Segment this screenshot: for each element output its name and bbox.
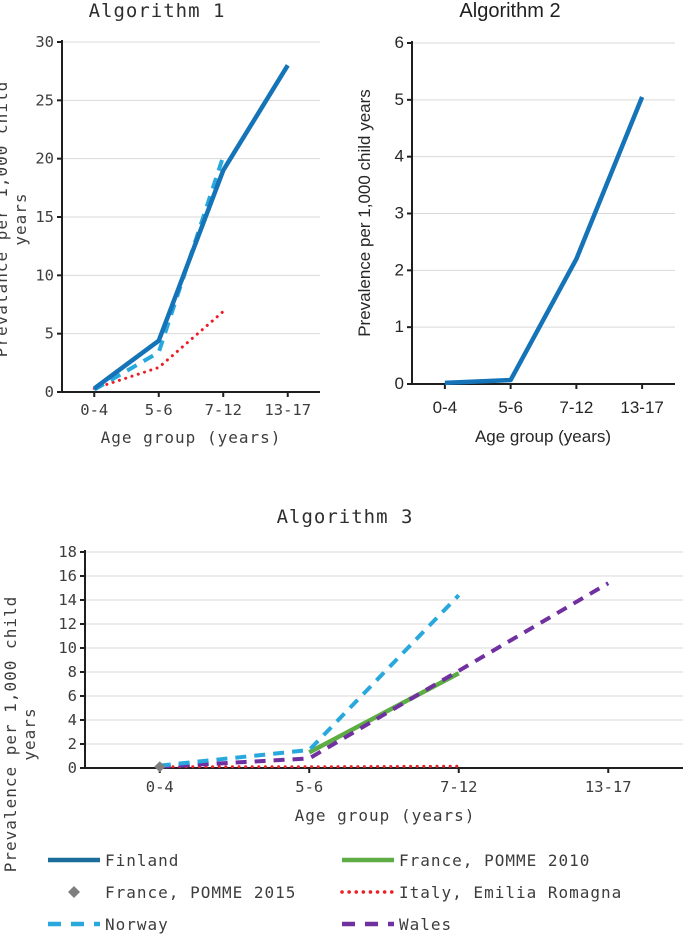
y-axis-label-algorithm-1: Prevalance per 1,000 child years — [0, 80, 30, 358]
legend-item-wales: Wales — [340, 915, 656, 934]
y-axis-label-algorithm-2: Prevalence per 1,000 child years — [354, 89, 374, 337]
chart-algorithm-1: Algorithm 1 0 5 10 15 20 25 30 0-4 5-6 7-12 13-17 … — [0, 0, 342, 460]
legend-label-finland: Finland — [105, 850, 180, 870]
svg-text:0-4: 0-4 — [80, 401, 108, 419]
svg-text:13-17: 13-17 — [585, 778, 632, 796]
svg-text:7-12: 7-12 — [559, 398, 593, 417]
y-axis-label-algorithm-3: Prevalence per 1,000 child years — [0, 595, 39, 873]
legend-key-solid-icon — [48, 857, 100, 863]
legend-item-france-pomme-2015: France, POMME 2015 — [46, 883, 340, 902]
legend-key-dotted-icon — [340, 890, 396, 894]
svg-text:4: 4 — [395, 147, 404, 166]
svg-text:30: 30 — [35, 33, 54, 51]
svg-text:1: 1 — [395, 317, 404, 336]
svg-text:14: 14 — [58, 591, 77, 609]
chart-algorithm-2: Algorithm 2 0 1 2 3 4 5 6 0-4 5-6 7-12 13-17 Preva… — [342, 0, 685, 460]
tick-marks — [80, 551, 610, 773]
series-france-pomme-2015-diamond — [154, 761, 166, 773]
legend-label-italy-emilia-romagna: Italy, Emilia Romagna — [399, 882, 623, 902]
svg-text:2: 2 — [68, 735, 77, 753]
gridlines — [62, 41, 320, 335]
svg-text:10: 10 — [58, 639, 77, 657]
tick-labels: 0 2 4 6 8 10 12 14 16 18 0-4 5-6 7-12 13-17 — [58, 543, 631, 796]
gridlines — [412, 42, 675, 328]
tick-labels: 0 5 10 15 20 25 30 0-4 5-6 7-12 13-17 — [35, 33, 311, 419]
svg-text:18: 18 — [58, 543, 77, 561]
svg-text:5-6: 5-6 — [145, 401, 173, 419]
chart-algorithm-3: Algorithm 3 0 2 4 6 8 10 12 14 16 18 0-4 5-6 7-12 13-… — [0, 500, 685, 872]
svg-text:8: 8 — [68, 663, 77, 681]
svg-text:2: 2 — [395, 260, 404, 279]
x-axis-label-algorithm-3: Age group (years) — [294, 806, 476, 825]
svg-text:0-4: 0-4 — [433, 398, 458, 417]
legend-label-france-pomme-2010: France, POMME 2010 — [399, 850, 591, 870]
svg-text:0-4: 0-4 — [146, 778, 174, 796]
svg-text:15: 15 — [35, 208, 54, 226]
legend-item-france-pomme-2010: France, POMME 2010 — [340, 851, 656, 870]
svg-text:5: 5 — [45, 325, 54, 343]
svg-text:16: 16 — [58, 567, 77, 585]
x-axis-label-algorithm-2: Age group (years) — [474, 427, 612, 446]
svg-text:5-6: 5-6 — [295, 778, 323, 796]
svg-text:12: 12 — [58, 615, 77, 633]
tick-marks — [57, 41, 289, 397]
gridlines — [85, 551, 683, 745]
series-lines — [444, 96, 645, 386]
svg-text:25: 25 — [35, 91, 54, 109]
series-lines — [154, 581, 610, 773]
svg-text:6: 6 — [395, 33, 404, 52]
series-finland-solid — [92, 64, 290, 391]
svg-text:7-12: 7-12 — [440, 778, 477, 796]
legend-key-diamond-icon — [68, 886, 80, 898]
legend-label-norway: Norway — [105, 914, 169, 934]
legend-key-dashed-icon — [342, 921, 394, 927]
svg-text:13-17: 13-17 — [264, 401, 311, 419]
series-lines — [92, 64, 290, 392]
chart-title-algorithm-1: Algorithm 1 — [88, 0, 226, 22]
svg-text:20: 20 — [35, 150, 54, 168]
svg-text:0: 0 — [395, 374, 404, 393]
svg-text:13-17: 13-17 — [620, 398, 663, 417]
legend-key-dashed-icon — [48, 921, 100, 927]
chart-title-algorithm-2: Algorithm 2 — [459, 0, 561, 22]
legend: Finland France, POMME 2010 France, POMME 2… — [46, 844, 656, 940]
svg-text:5: 5 — [395, 90, 404, 109]
plot-area-algorithm-3: 0 2 4 6 8 10 12 14 16 18 0-4 5-6 7-12 13-17 — [58, 543, 683, 796]
series-norway-dashed — [93, 155, 226, 392]
tick-labels: 0 1 2 3 4 5 6 0-4 5-6 7-12 13-17 — [395, 33, 664, 417]
legend-label-france-pomme-2015: France, POMME 2015 — [105, 882, 297, 902]
legend-key-solid-icon — [342, 857, 394, 863]
plot-area-algorithm-1: 0 5 10 15 20 25 30 0-4 5-6 7-12 13-17 — [35, 33, 320, 419]
legend-item-norway: Norway — [46, 915, 340, 934]
axes — [84, 550, 683, 769]
series-finland-solid — [444, 96, 645, 386]
legend-item-finland: Finland — [46, 851, 340, 870]
series-italy-emilia-romagna-dotted — [92, 310, 225, 390]
svg-text:0: 0 — [68, 759, 77, 777]
svg-text:3: 3 — [395, 204, 404, 223]
tick-marks — [407, 42, 644, 389]
series-italy-emilia-romagna-dotted — [158, 764, 461, 769]
svg-text:0: 0 — [45, 383, 54, 401]
svg-text:5-6: 5-6 — [498, 398, 523, 417]
svg-text:10: 10 — [35, 266, 54, 284]
series-norway-dashed — [159, 593, 461, 768]
chart-title-algorithm-3: Algorithm 3 — [276, 506, 414, 528]
svg-text:7-12: 7-12 — [205, 401, 242, 419]
x-axis-label-algorithm-1: Age group (years) — [100, 428, 282, 447]
series-wales-dashed — [159, 581, 610, 769]
legend-item-italy-emilia-romagna: Italy, Emilia Romagna — [340, 883, 656, 902]
svg-text:6: 6 — [68, 687, 77, 705]
legend-label-wales: Wales — [399, 914, 453, 934]
svg-text:4: 4 — [68, 711, 77, 729]
plot-area-algorithm-2: 0 1 2 3 4 5 6 0-4 5-6 7-12 13-17 — [395, 33, 675, 417]
